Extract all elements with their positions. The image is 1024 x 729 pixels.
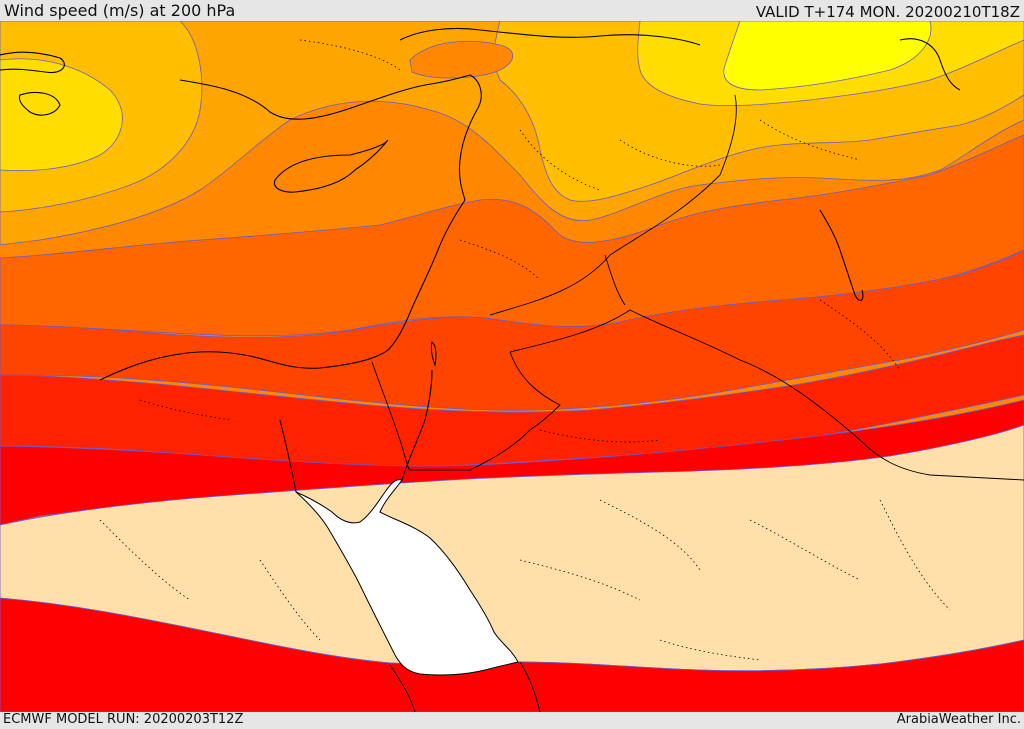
header-bar: Wind speed (m/s) at 200 hPa VALID T+174 … (0, 0, 1024, 21)
red-sea (295, 479, 519, 676)
coastlines (0, 27, 961, 712)
band-yellow (723, 21, 932, 91)
map-title: Wind speed (m/s) at 200 hPa (4, 1, 236, 20)
model-run-label: ECMWF MODEL RUN: 20200203T12Z (3, 712, 244, 727)
footer-bar: ECMWF MODEL RUN: 20200203T12Z ArabiaWeat… (0, 712, 1024, 729)
band-red-orange (0, 249, 1024, 411)
map-canvas (0, 21, 1024, 712)
wind-speed-map (0, 21, 1024, 712)
band-orange-blob (409, 40, 513, 79)
band-orange-dark (0, 134, 1024, 337)
country-borders (371, 94, 1024, 712)
dead-sea (430, 341, 437, 367)
credit-label: ArabiaWeather Inc. (896, 712, 1021, 727)
band-red-bottom (0, 597, 1024, 712)
valid-time-label: VALID T+174 MON. 20200210T18Z (755, 3, 1020, 21)
band-gold-left (0, 58, 123, 172)
province-borders (99, 39, 951, 661)
